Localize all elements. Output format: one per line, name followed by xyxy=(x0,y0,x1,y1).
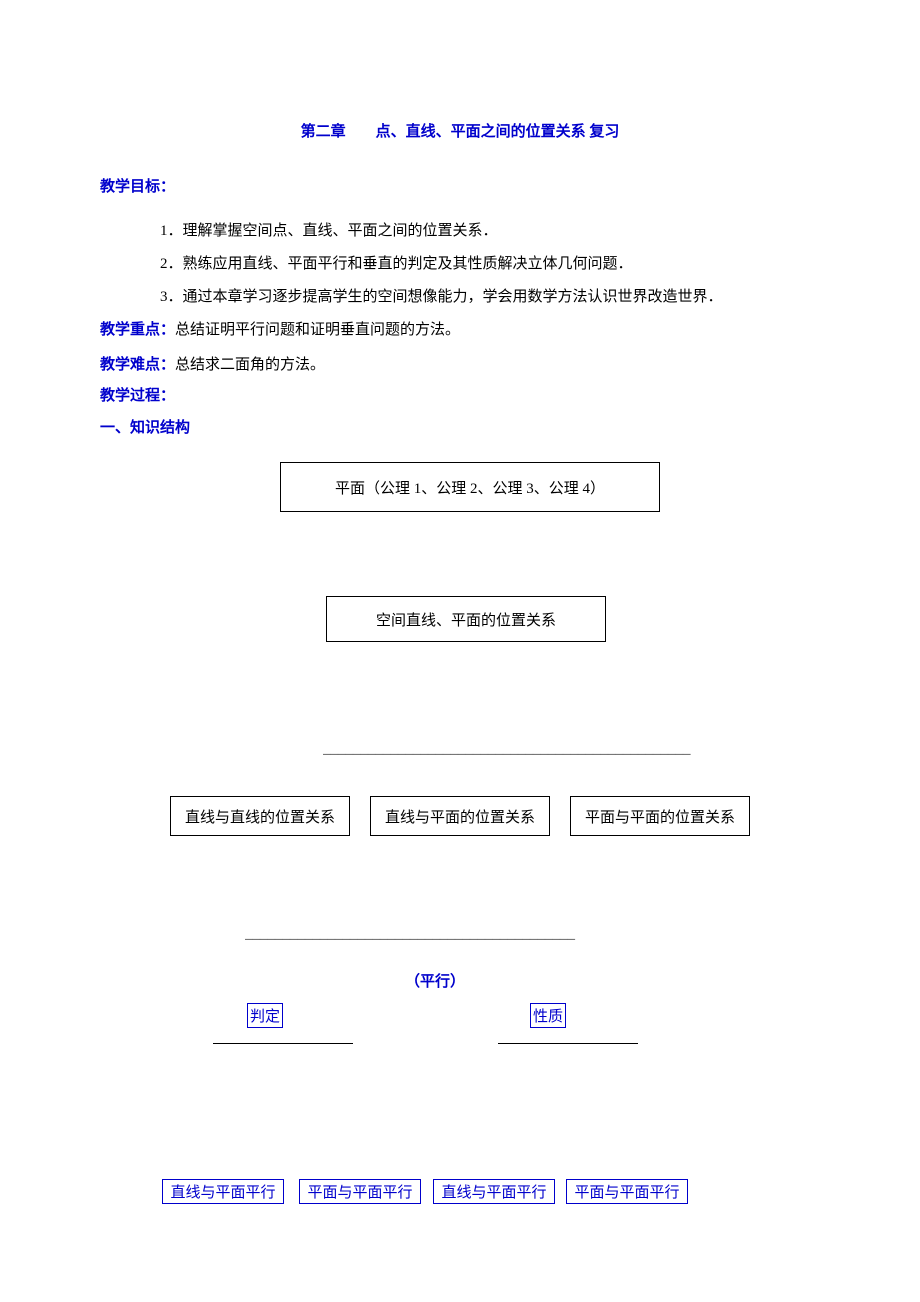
label-parallel: （平行） xyxy=(405,970,465,991)
objectives-list: 1．理解掌握空间点、直线、平面之间的位置关系． 2．熟练应用直线、平面平行和垂直… xyxy=(100,215,820,314)
box-line-plane: 直线与平面的位置关系 xyxy=(370,796,550,836)
box-plane-plane: 平面与平面的位置关系 xyxy=(570,796,750,836)
box-line-plane-parallel-2: 直线与平面平行 xyxy=(433,1179,555,1204)
difficulty-line: 教学难点：总结求二面角的方法。 xyxy=(100,349,820,382)
structure-heading: 一、知识结构 xyxy=(100,416,820,440)
box-property: 性质 xyxy=(530,1003,566,1028)
box-line-plane-parallel-1: 直线与平面平行 xyxy=(162,1179,284,1204)
box-plane-axioms: 平面（公理 1、公理 2、公理 3、公理 4） xyxy=(280,462,660,512)
box-plane-plane-parallel-1: 平面与平面平行 xyxy=(299,1179,421,1204)
dashed-connector-1: ________________________________________… xyxy=(323,741,768,758)
emphasis-label: 教学重点： xyxy=(100,322,175,338)
objective-item: 2．熟练应用直线、平面平行和垂直的判定及其性质解决立体几何问题． xyxy=(160,248,820,281)
box-plane-plane-parallel-2: 平面与平面平行 xyxy=(566,1179,688,1204)
box-judgment: 判定 xyxy=(247,1003,283,1028)
objective-item: 1．理解掌握空间点、直线、平面之间的位置关系． xyxy=(160,215,820,248)
emphasis-line: 教学重点：总结证明平行问题和证明垂直问题的方法。 xyxy=(100,314,820,347)
underline-judgment xyxy=(213,1043,353,1044)
emphasis-text: 总结证明平行问题和证明垂直问题的方法。 xyxy=(175,322,460,338)
underline-property xyxy=(498,1043,638,1044)
box-spatial-relations: 空间直线、平面的位置关系 xyxy=(326,596,606,642)
objective-item: 3．通过本章学习逐步提高学生的空间想像能力，学会用数学方法认识世界改造世界． xyxy=(160,281,820,314)
process-heading: 教学过程： xyxy=(100,384,820,408)
objectives-heading: 教学目标： xyxy=(100,175,820,199)
difficulty-text: 总结求二面角的方法。 xyxy=(175,357,325,373)
page-title: 第二章 点、直线、平面之间的位置关系 复习 xyxy=(100,120,820,141)
box-line-line: 直线与直线的位置关系 xyxy=(170,796,350,836)
dashed-connector-2: ________________________________________… xyxy=(245,926,640,943)
difficulty-label: 教学难点： xyxy=(100,357,175,373)
